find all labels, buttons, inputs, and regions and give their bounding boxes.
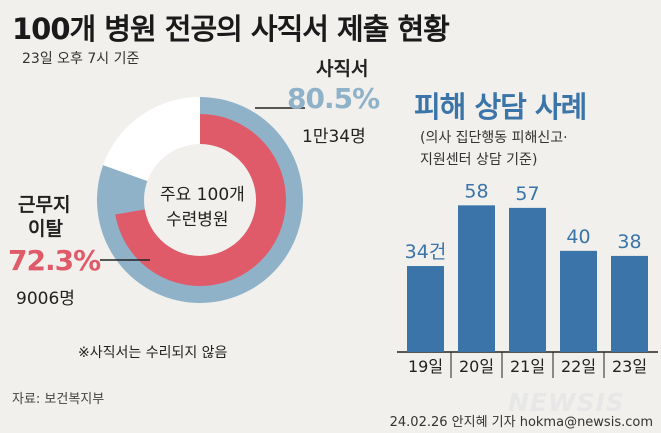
resign-percent: 80.5% — [287, 82, 380, 115]
footnote: ※사직서는 수리되지 않음 — [78, 345, 228, 361]
page-title: 100개 병원 전공의 사직서 제출 현황 — [12, 12, 450, 46]
page-subtitle: 23일 오후 7시 기준 — [22, 51, 140, 67]
bar-23일 — [611, 255, 648, 352]
bar-category-label: 23일 — [612, 357, 647, 376]
resign-count: 1만34명 — [302, 127, 366, 147]
donut-center-line2: 수련병원 — [166, 210, 229, 230]
bar-category-label: 21일 — [510, 357, 545, 376]
resign-label: 사직서 — [316, 58, 369, 80]
bar-value-label: 34건 — [405, 241, 447, 263]
bar-category-label: 20일 — [459, 357, 494, 376]
absent-label-line1: 근무지 — [18, 194, 71, 216]
newsis-watermark: NEWSIS — [508, 388, 625, 417]
donut-center-line1: 주요 100개 — [160, 185, 245, 205]
bar-chart-subtitle-line2: 지원센터 상담 기준) — [420, 152, 538, 168]
absent-label-line2: 이탈 — [28, 218, 63, 240]
bar-value-label: 58 — [464, 180, 488, 202]
credit-line: 24.02.26 안지혜 기자 hokma@newsis.com — [389, 415, 653, 430]
bar-21일 — [509, 207, 546, 352]
bar-chart-subtitle-line1: (의사 집단행동 피해신고· — [420, 130, 568, 146]
bar-value-label: 40 — [566, 226, 590, 248]
bar-value-label: 57 — [515, 183, 539, 205]
bar-20일 — [458, 205, 495, 352]
bar-22일 — [560, 250, 597, 352]
bar-19일 — [407, 266, 444, 352]
absent-count: 9006명 — [16, 289, 75, 309]
bar-category-label: 19일 — [408, 357, 443, 376]
donut-hole — [144, 144, 256, 256]
source-note: 자료: 보건복지부 — [12, 392, 105, 407]
bar-chart-title: 피해 상담 사례 — [414, 90, 587, 124]
bar-category-label: 22일 — [561, 357, 596, 376]
bar-value-label: 38 — [617, 231, 641, 253]
absent-percent: 72.3% — [8, 244, 101, 277]
